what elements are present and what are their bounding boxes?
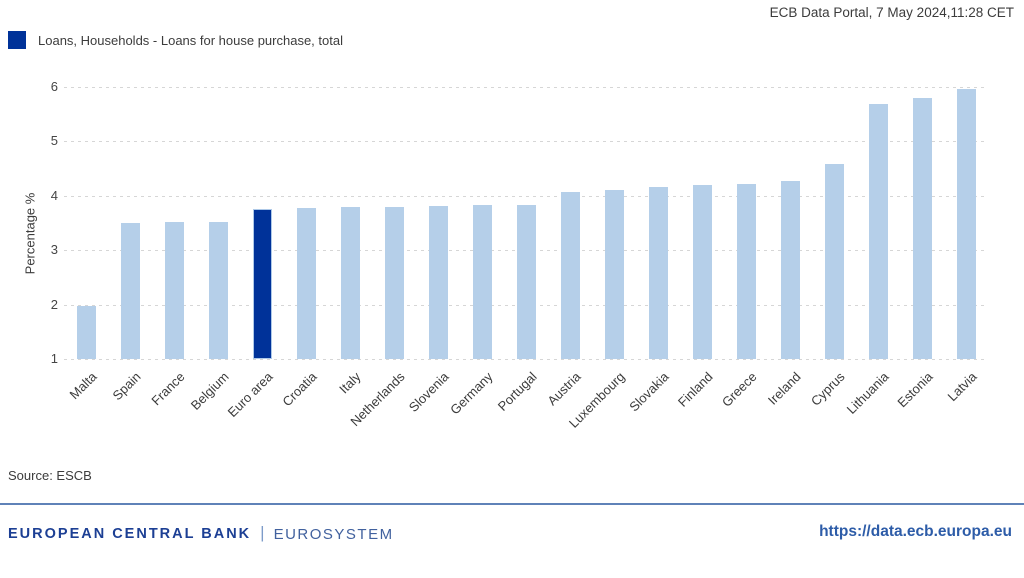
gridline	[64, 195, 988, 197]
legend-series-label: Loans, Households - Loans for house purc…	[38, 32, 343, 48]
bar-luxembourg	[604, 190, 624, 359]
bar-germany	[472, 205, 492, 359]
y-axis-tick-label: 5	[50, 133, 58, 148]
bar-france	[164, 222, 184, 359]
legend-swatch-icon	[8, 31, 26, 49]
gridline	[64, 86, 988, 88]
bar-lithuania	[868, 104, 888, 359]
y-axis-tick-label: 1	[50, 351, 58, 366]
y-axis-tick-label: 2	[50, 296, 58, 312]
portal-timestamp: ECB Data Portal, 7 May 2024,11:28 CET	[769, 5, 1014, 20]
bar-croatia	[296, 208, 316, 359]
ecb-wordmark: EUROPEAN CENTRAL BANK | EUROSYSTEM	[8, 523, 394, 544]
bar-portugal	[516, 204, 536, 359]
gridline	[64, 141, 988, 142]
bar-austria	[560, 191, 580, 359]
gridline	[64, 359, 988, 360]
source-note: Source: ESCB	[8, 468, 92, 483]
bar-slovakia	[648, 186, 668, 359]
bar-belgium	[208, 221, 228, 359]
bar-finland	[692, 184, 712, 359]
bar-latvia	[956, 89, 976, 359]
ecb-wordmark-separator: |	[260, 523, 265, 542]
bar-italy	[340, 207, 360, 359]
bar-cyprus	[824, 163, 844, 359]
bar-estonia	[912, 98, 932, 359]
y-axis-tick-label: 4	[50, 187, 58, 203]
chart-legend: Loans, Households - Loans for house purc…	[8, 31, 343, 49]
y-axis-tick-label: 3	[50, 242, 58, 257]
bar-malta	[76, 306, 96, 359]
bar-slovenia	[428, 205, 448, 359]
bar-ireland	[780, 181, 800, 359]
bar-spain	[120, 223, 140, 359]
footer-divider	[0, 503, 1024, 505]
bar-greece	[736, 183, 756, 359]
bar-netherlands	[384, 206, 404, 359]
bar-highlight-euro-area	[252, 208, 272, 359]
y-axis-tick-label: 6	[50, 78, 58, 94]
data-portal-url-link[interactable]: https://data.ecb.europa.eu	[819, 523, 1012, 540]
ecb-wordmark-main: EUROPEAN CENTRAL BANK	[8, 526, 252, 542]
ecb-wordmark-eurosystem: EUROSYSTEM	[273, 525, 394, 543]
